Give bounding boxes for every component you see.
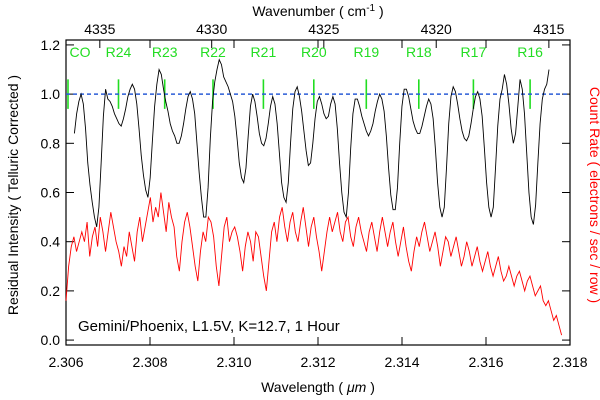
x-tick-label: 2.308 (132, 354, 167, 370)
x-tick-label: 2.318 (552, 354, 587, 370)
y-tick-label: 0.8 (41, 135, 61, 151)
right-axis-title: Count Rate ( electrons / sec / row ) (587, 87, 600, 303)
y-tick-label: 0.4 (41, 234, 61, 250)
x-tick-label: 2.310 (216, 354, 251, 370)
co-label: R18 (406, 44, 432, 60)
top-tick-label: 4325 (308, 21, 339, 37)
x-axis-title: Wavelength ( μm ) (261, 379, 375, 395)
co-label: CO (70, 44, 91, 60)
top-axis-title: Wavenumber ( cm-1 ) (252, 3, 383, 19)
left-axis-title: Residual Intensity ( Telluric Corrected … (5, 75, 21, 315)
y-tick-label: 1.2 (41, 37, 61, 53)
x-tick-label: 2.312 (300, 354, 335, 370)
co-label: R24 (106, 44, 132, 60)
co-label: R20 (301, 44, 327, 60)
co-line-markers: CO R24 R23 R22 R21 R20 R19 R18 R17 R16 (67, 44, 543, 109)
co-label: R17 (461, 44, 487, 60)
co-label: R16 (517, 44, 543, 60)
x-tick-label: 2.314 (384, 354, 419, 370)
y-tick-label: 1.0 (41, 86, 61, 102)
co-label: R21 (251, 44, 277, 60)
y-tick-label: 0.2 (41, 283, 61, 299)
co-label: R22 (200, 44, 226, 60)
annotation-text: Gemini/Phoenix, L1.5V, K=12.7, 1 Hour (78, 318, 340, 335)
co-label: R19 (353, 44, 379, 60)
co-label: R23 (152, 44, 178, 60)
y-tick-label: 0.6 (41, 185, 61, 201)
x-tick-label: 2.306 (48, 354, 83, 370)
top-tick-label: 4330 (196, 21, 227, 37)
top-tick-label: 4335 (84, 21, 115, 37)
top-tick-label: 4315 (533, 21, 564, 37)
top-tick-label: 4320 (421, 21, 452, 37)
count-rate-line (65, 192, 563, 336)
residual-intensity-line (73, 58, 550, 228)
y-tick-label: 0.0 (41, 332, 61, 348)
x-tick-label: 2.316 (468, 354, 503, 370)
axis-ticks: 2.306 2.308 2.310 2.312 2.314 2.316 2.318 0.0 0.… (41, 21, 588, 370)
